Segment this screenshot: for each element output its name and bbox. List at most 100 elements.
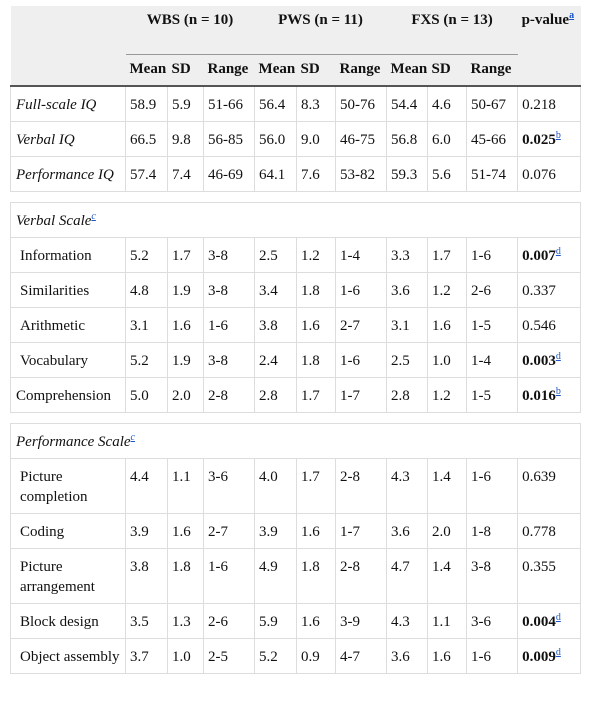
column-header-range: Range xyxy=(203,54,255,86)
table-cell: 2.8 xyxy=(386,377,429,413)
table-cell: 4.4 xyxy=(125,458,168,514)
table-cell: 3.1 xyxy=(125,307,168,343)
table-row: Information 5.2 1.7 3-8 2.5 1.2 1-4 3.3 1.7 1-6 0.… xyxy=(10,237,582,273)
column-header-mean: Mean xyxy=(254,54,297,86)
table-cell: 64.1 xyxy=(254,156,298,192)
table-cell: 50-67 xyxy=(466,85,519,122)
table-cell: 66.5 xyxy=(125,121,168,157)
table-row: Vocabulary 5.2 1.9 3-8 2.4 1.8 1-6 2.5 1.0 1-4 0.0… xyxy=(10,342,582,378)
table-cell: 1.8 xyxy=(296,342,337,378)
table-cell: 3.9 xyxy=(125,513,168,549)
table-cell: 4.7 xyxy=(386,548,429,604)
table-cell: 5.9 xyxy=(167,85,204,122)
p-value: 0.016 xyxy=(522,388,556,404)
row-label: Verbal IQ xyxy=(10,121,126,157)
p-value: 0.009 xyxy=(522,649,556,665)
table-cell: 2-8 xyxy=(202,377,256,413)
table-cell: 1.7 xyxy=(296,377,337,413)
row-label: Coding xyxy=(10,513,126,549)
footnote-link-b[interactable]: b xyxy=(555,130,561,141)
table-cell: 2-5 xyxy=(202,638,256,674)
table-cell: 0.9 xyxy=(296,638,337,674)
footnote-link-a[interactable]: a xyxy=(569,10,575,21)
section-label: Performance Scale xyxy=(16,434,131,450)
table-cell: 2.5 xyxy=(386,342,429,378)
p-value: 0.546 xyxy=(522,318,556,334)
corner-cell-sub xyxy=(10,54,126,86)
table-cell: 5.9 xyxy=(254,603,298,639)
table-row: Block design 3.5 1.3 2-6 5.9 1.6 3-9 4.3 1.1 3-6 0… xyxy=(10,603,582,639)
p-value: 0.004 xyxy=(522,614,556,630)
table-cell: 2-6 xyxy=(202,603,256,639)
table-cell: 1-7 xyxy=(335,513,388,549)
footnote-link-c[interactable]: c xyxy=(91,211,96,222)
footnote-link-d[interactable]: d xyxy=(555,246,561,257)
table-cell: 1-4 xyxy=(335,237,388,273)
table-cell: 3.4 xyxy=(254,272,298,308)
table-cell: 9.0 xyxy=(296,121,337,157)
table-cell: 3-8 xyxy=(466,548,519,604)
table-row: Full-scale IQ 58.9 5.9 51-66 56.4 8.3 50-76 54.… xyxy=(10,85,582,122)
table-cell: 1-7 xyxy=(335,377,388,413)
row-label: Similarities xyxy=(10,272,126,308)
spacer-cell xyxy=(10,412,581,424)
table-cell: 2-7 xyxy=(202,513,256,549)
table-cell: 1.6 xyxy=(167,307,204,343)
table-cell: 4.6 xyxy=(427,85,468,122)
corner-cell xyxy=(10,6,126,55)
table-cell: 3.9 xyxy=(254,513,298,549)
table-cell: 2.4 xyxy=(254,342,298,378)
table-cell: 3.6 xyxy=(386,638,429,674)
footnote-link-d[interactable]: d xyxy=(555,647,561,658)
row-label: Performance IQ xyxy=(10,156,126,192)
table-cell: 1.8 xyxy=(296,272,337,308)
row-label: Vocabulary xyxy=(10,342,126,378)
table-cell: 56.4 xyxy=(254,85,298,122)
footnote-link-b[interactable]: b xyxy=(555,386,561,397)
section-heading: Verbal Scalec xyxy=(9,202,582,238)
row-label: Object assembly xyxy=(10,638,126,674)
table-cell: 1.7 xyxy=(427,237,468,273)
footnote-link-d[interactable]: d xyxy=(555,351,561,362)
footnote-link-d[interactable]: d xyxy=(555,612,561,623)
table-cell: 59.3 xyxy=(386,156,429,192)
table-cell: 5.6 xyxy=(427,156,468,192)
p-value: 0.007 xyxy=(522,248,556,264)
table-row: Coding 3.9 1.6 2-7 3.9 1.6 1-7 3.6 2.0 1-8 0.778 xyxy=(10,513,582,549)
table-cell: 51-74 xyxy=(466,156,519,192)
group-header-fxs: FXS (n = 13) xyxy=(386,6,518,55)
p-value-cell: 0.016b xyxy=(517,377,582,413)
section-heading: Performance Scalec xyxy=(9,423,582,459)
table-cell: 1.2 xyxy=(296,237,337,273)
p-value: 0.639 xyxy=(522,469,556,485)
p-value: 0.025 xyxy=(522,132,556,148)
table-cell: 1.6 xyxy=(296,513,337,549)
table-cell: 1.6 xyxy=(427,307,468,343)
row-label: Picture completion xyxy=(10,458,126,514)
table-cell: 2-8 xyxy=(335,458,388,514)
table-cell: 46-69 xyxy=(202,156,256,192)
p-value-cell: 0.639 xyxy=(517,458,582,514)
table-cell: 3-6 xyxy=(466,603,519,639)
table-cell: 1.8 xyxy=(296,548,337,604)
table-cell: 1.1 xyxy=(427,603,468,639)
spacer-cell xyxy=(10,191,581,203)
table-cell: 56.8 xyxy=(386,121,429,157)
footnote-link-c[interactable]: c xyxy=(130,432,135,443)
row-label: Comprehension xyxy=(10,377,126,413)
p-value-cell: 0.218 xyxy=(517,85,582,122)
column-header-sd: SD xyxy=(296,54,336,86)
section-label: Verbal Scale xyxy=(16,213,92,229)
table-cell: 2.5 xyxy=(254,237,298,273)
p-value-header: p-valuea xyxy=(517,6,581,86)
column-header-sd: SD xyxy=(167,54,204,86)
table-cell: 56-85 xyxy=(202,121,256,157)
table-cell: 2-6 xyxy=(466,272,519,308)
table-cell: 1-5 xyxy=(466,307,519,343)
table-cell: 1.1 xyxy=(167,458,204,514)
table-cell: 1.9 xyxy=(167,342,204,378)
p-value: 0.355 xyxy=(522,559,556,575)
row-label: Full-scale IQ xyxy=(10,85,126,122)
table-cell: 2-8 xyxy=(335,548,388,604)
p-value-cell: 0.355 xyxy=(517,548,582,604)
